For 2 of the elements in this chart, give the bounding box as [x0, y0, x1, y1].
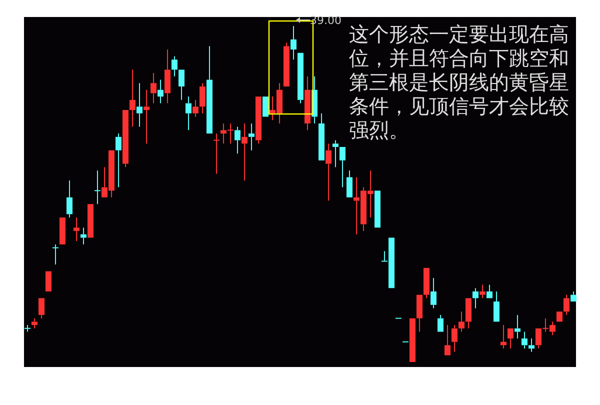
annotation: 这个形态一定要出现在高位，并且符合向下跳空和第三根是长阴线的黄昏星条件，见顶信号才会比较强烈。: [349, 22, 570, 142]
annotation: 39.00: [310, 14, 342, 27]
